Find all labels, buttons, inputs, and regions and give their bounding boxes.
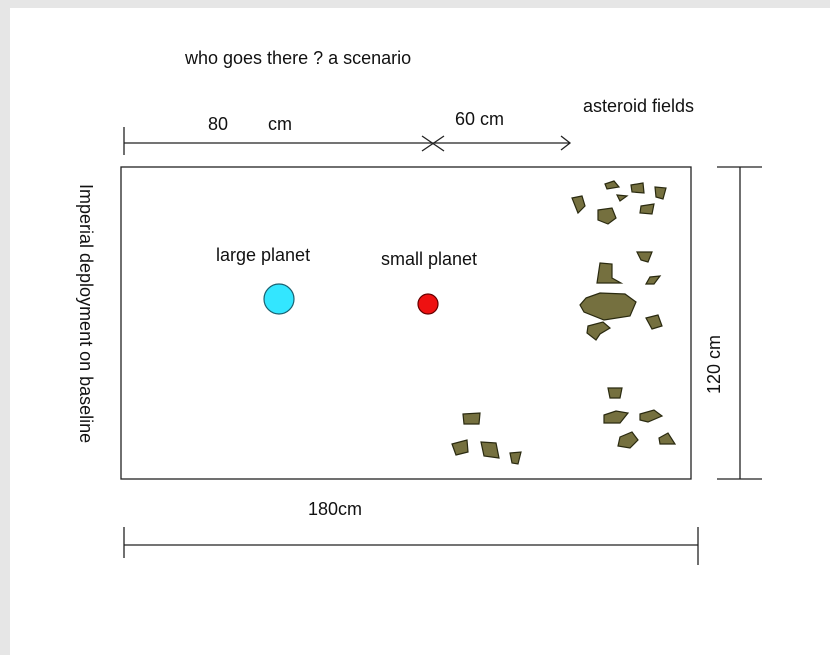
label: large planet	[216, 245, 310, 265]
title: who goes there ? a scenario	[184, 48, 411, 68]
dimension-lines	[123, 127, 762, 565]
label: asteroid fields	[583, 96, 694, 116]
canvas	[10, 8, 830, 655]
board	[120, 166, 692, 480]
dim-label: cm	[268, 114, 292, 134]
large-planet	[263, 283, 295, 315]
label: Imperial deployment on baseline	[76, 184, 96, 443]
dim-label: 60 cm	[455, 109, 504, 129]
small-planet	[417, 293, 439, 315]
asteroids	[451, 180, 677, 465]
label: small planet	[381, 249, 477, 269]
dim-label: 180cm	[308, 499, 362, 519]
dim-label: 120 cm	[704, 335, 724, 394]
dim-label: 80	[208, 114, 228, 134]
